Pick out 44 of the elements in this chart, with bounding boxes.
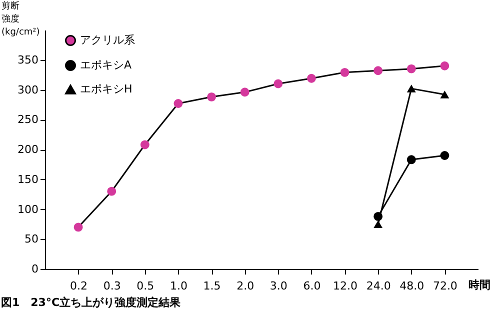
point: [406, 84, 416, 92]
point: [440, 151, 450, 160]
x-tick-label: 48.0: [400, 280, 424, 292]
x-tick-label: 12.0: [333, 280, 358, 292]
point: [74, 222, 83, 232]
y-tick-label: 250: [18, 113, 38, 126]
point: [274, 79, 283, 88]
x-tick-label: 0.5: [136, 280, 154, 292]
legend-label: エポキシH: [80, 82, 132, 96]
point: [306, 74, 316, 83]
point: [374, 220, 383, 228]
x-tick-label: 0.3: [103, 280, 121, 292]
legend-label: アクリル系: [80, 34, 135, 46]
y-tick-label: 50: [24, 232, 38, 246]
y-tick-label: 0: [32, 262, 38, 276]
point: [174, 99, 183, 108]
text: 図1 23°C立ち上がり強度測定結果: [1, 296, 182, 309]
y-tick-label: 350: [18, 53, 38, 66]
x-tick-label: 3.0: [270, 280, 288, 292]
point: [240, 88, 250, 97]
x-axis-title: 時間: [468, 278, 490, 292]
x-tick-label: 72.0: [432, 280, 458, 292]
point: [340, 68, 350, 77]
point: [406, 64, 416, 74]
x-tick-label: 6.0: [303, 280, 321, 292]
y-tick-label: 300: [18, 83, 38, 96]
point: [140, 140, 150, 150]
point: [207, 92, 216, 102]
point: [440, 90, 450, 98]
y-tick-label: 200: [18, 143, 38, 156]
point: [107, 186, 116, 196]
y-axis-title: 剪断強度(kg/cm²): [2, 0, 40, 38]
point: [374, 66, 383, 76]
point: [374, 212, 383, 221]
x-tick-label: 1.5: [203, 280, 221, 292]
point: [406, 155, 416, 164]
y-tick-label: 150: [18, 172, 38, 186]
x-tick-label: 0.2: [70, 280, 88, 292]
legend-label: エポキシA: [80, 58, 132, 72]
x-tick-label: 24.0: [366, 280, 391, 292]
x-tick-label: 2.0: [236, 280, 254, 292]
x-tick-label: 1.0: [170, 280, 188, 292]
point: [440, 61, 450, 70]
y-tick-label: 100: [18, 202, 38, 216]
